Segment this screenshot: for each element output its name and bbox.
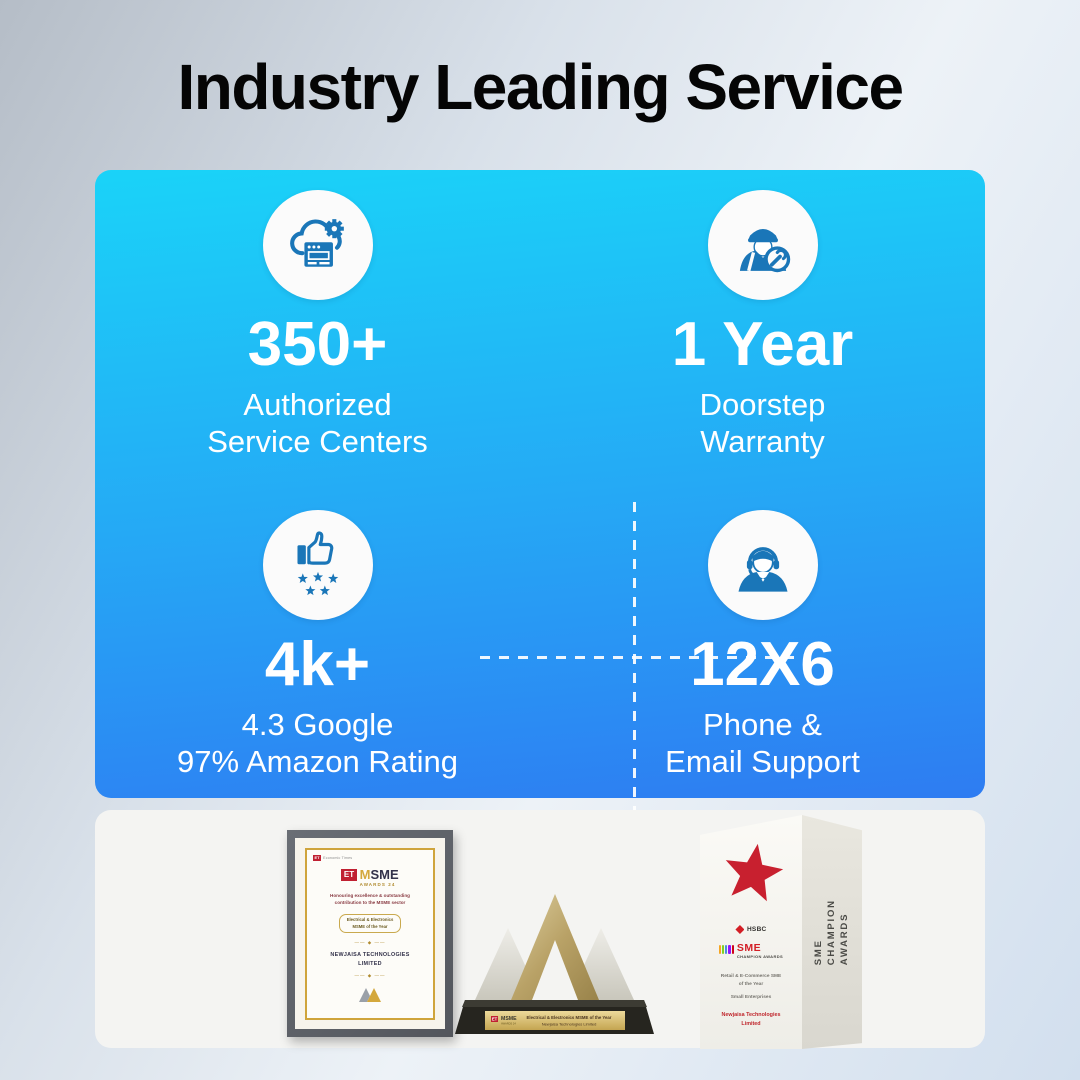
- features-grid: 350+ Authorized Service Centers: [95, 170, 985, 798]
- champion-awards-label: CHAMPION AWARDS: [736, 953, 784, 959]
- thumbs-up-rating-icon: [296, 531, 338, 596]
- icon-circle: [262, 190, 373, 300]
- ornament: —— ◆ ——: [354, 972, 386, 978]
- feature-support: 12X6 Phone & Email Support: [540, 484, 985, 798]
- cnbc-peacock-icon: [718, 945, 734, 954]
- plaque-line-1: Electrical & Electronics MSME of the Yea…: [527, 1015, 612, 1020]
- sme-champion-logo: SME CHAMPION AWARDS: [700, 943, 802, 959]
- ornament: —— ◆ ——: [354, 940, 386, 946]
- feature-desc: 4.3 Google 97% Amazon Rating: [177, 706, 458, 780]
- cloud-service-icon: [289, 219, 344, 267]
- awards-24-label: AWARDS 24: [359, 881, 396, 887]
- masthead-text: Economic Times: [323, 855, 353, 860]
- awards-card: ET Economic Times ET MSME AWARDS 24 Hono…: [95, 810, 985, 1049]
- certificate-company: NEWJAISA TECHNOLOGIES LIMITED: [330, 951, 409, 968]
- plaque-awards-label: AWARDS 24: [501, 1022, 516, 1026]
- column-side-text: SME CHAMPION AWARDS: [813, 899, 851, 965]
- award-star-column: SME CHAMPION AWARDS HSBC SME CHAMPION AW…: [700, 815, 862, 1049]
- side-line: AWARDS: [838, 912, 850, 966]
- m-trophy-mark: [359, 987, 381, 1002]
- sme-label: SME: [736, 942, 762, 954]
- feature-desc-line: 4.3 Google: [241, 706, 394, 742]
- dashed-divider-horizontal: [480, 656, 796, 659]
- badge-line: MSME of the Year: [352, 923, 388, 929]
- technician-warranty-icon: [739, 229, 790, 273]
- column-company-text: Newjaisa Technologies Limited: [700, 1011, 802, 1029]
- plaque-line-2: Newjaisa Technologies Limited: [542, 1022, 597, 1027]
- icon-circle: [262, 510, 373, 620]
- feature-desc: Doorstep Warranty: [700, 386, 826, 460]
- category-line: Small Enterprises: [730, 995, 772, 1001]
- certificate-masthead: ET Economic Times: [313, 854, 353, 861]
- sme-champion-wordmark: SME CHAMPION AWARDS: [737, 943, 783, 959]
- msme-sme: SME: [370, 866, 399, 882]
- service-card: 350+ Authorized Service Centers: [95, 170, 985, 820]
- column-front-face: [700, 815, 802, 1049]
- side-line: SME: [812, 939, 824, 966]
- hsbc-logo: HSBC: [700, 925, 802, 934]
- feature-value: 1 Year: [671, 310, 854, 379]
- certificate-mat: ET Economic Times ET MSME AWARDS 24 Hono…: [295, 838, 445, 1029]
- feature-desc-line: Doorstep: [699, 386, 826, 422]
- icon-circle: [707, 190, 818, 300]
- feature-desc-line: Email Support: [665, 744, 860, 780]
- feature-desc-line: Service Centers: [207, 424, 428, 460]
- msme-m: M: [359, 866, 371, 882]
- plaque-et-logo: ET: [492, 1017, 498, 1022]
- feature-value: 12X6: [690, 630, 835, 699]
- feature-warranty: 1 Year Doorstep Warranty: [540, 170, 985, 484]
- category-line: Retail & E-Commerce SME: [720, 974, 782, 979]
- feature-ratings: 4k+ 4.3 Google 97% Amazon Rating: [95, 484, 540, 798]
- plaque-msme-logo: MSME: [501, 1016, 517, 1022]
- icon-circle: [707, 510, 818, 620]
- feature-desc-line: 97% Amazon Rating: [177, 744, 458, 780]
- award-m-trophy: ET MSME AWARDS 24 Electrical & Electroni…: [455, 894, 654, 1034]
- category-line: of the Year: [738, 982, 764, 988]
- side-line: CHAMPION: [825, 898, 837, 966]
- msme-wordmark: MSME AWARDS 24: [360, 867, 399, 888]
- company-line: LIMITED: [358, 961, 382, 968]
- column-category-text: Retail & E-Commerce SME of the Year Smal…: [700, 973, 802, 1002]
- hsbc-mark-icon: [735, 925, 745, 934]
- company-line: NEWJAISA TECHNOLOGIES: [330, 952, 410, 959]
- tagline-line: Honouring excellence & outstanding: [330, 893, 410, 898]
- feature-value: 4k+: [264, 630, 371, 699]
- red-star-icon: [725, 843, 784, 902]
- et-logo: ET: [341, 868, 357, 881]
- feature-desc-line: Warranty: [700, 424, 825, 460]
- tagline-line: contribution to the MSME sector: [334, 899, 406, 905]
- dashed-divider-vertical: [633, 502, 636, 820]
- feature-desc-line: Phone &: [703, 706, 822, 742]
- feature-desc: Phone & Email Support: [665, 706, 860, 780]
- et-logo: ET: [313, 854, 322, 861]
- feature-service-centers: 350+ Authorized Service Centers: [95, 170, 540, 484]
- msme-awards-logo: ET MSME AWARDS 24: [341, 867, 399, 888]
- certificate-category-badge: Electrical & Electronics MSME of the Yea…: [338, 913, 402, 934]
- badge-line: Electrical & Electronics: [346, 917, 394, 923]
- feature-desc: Authorized Service Centers: [207, 386, 428, 460]
- hsbc-label: HSBC: [746, 926, 767, 933]
- page-title: Industry Leading Service: [177, 51, 904, 123]
- award-certificate-frame: ET Economic Times ET MSME AWARDS 24 Hono…: [287, 830, 453, 1037]
- column-side-face: SME CHAMPION AWARDS: [802, 815, 862, 1049]
- feature-value: 350+: [247, 310, 388, 379]
- company-line: Newjaisa Technologies: [721, 1012, 781, 1018]
- feature-desc-line: Authorized: [243, 386, 392, 422]
- company-line: Limited: [741, 1021, 761, 1028]
- certificate-tagline: Honouring excellence & outstanding contr…: [330, 893, 410, 907]
- certificate: ET Economic Times ET MSME AWARDS 24 Hono…: [305, 847, 435, 1020]
- headset-support-icon: [738, 547, 787, 592]
